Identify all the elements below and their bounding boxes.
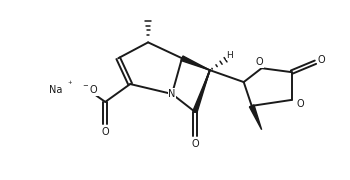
Text: O: O — [191, 139, 199, 148]
Text: O: O — [256, 57, 264, 67]
Polygon shape — [193, 70, 210, 112]
Polygon shape — [250, 105, 262, 130]
Text: N: N — [168, 89, 176, 99]
Text: Na: Na — [49, 85, 62, 95]
Text: H: H — [226, 51, 233, 60]
Polygon shape — [181, 56, 210, 70]
Text: O: O — [317, 55, 325, 65]
Text: $^+$: $^+$ — [66, 80, 73, 89]
Text: O: O — [102, 127, 109, 137]
Text: $^-$O: $^-$O — [82, 83, 99, 95]
Text: O: O — [297, 99, 304, 109]
